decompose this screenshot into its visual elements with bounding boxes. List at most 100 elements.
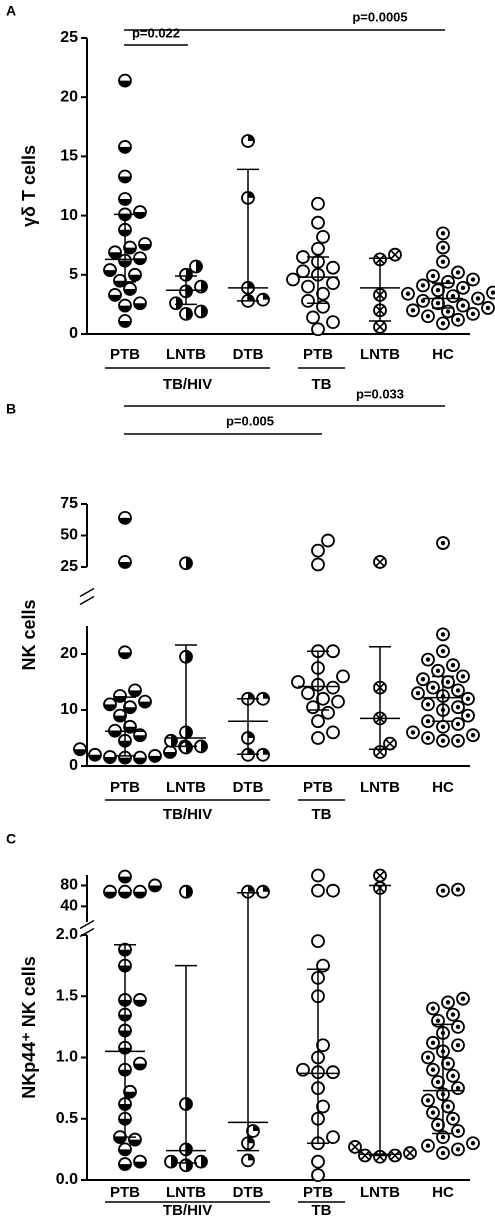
point-fill <box>186 557 192 570</box>
point-fill <box>104 270 116 277</box>
data-point <box>441 675 455 689</box>
data-point <box>411 686 425 701</box>
iqr-bar <box>307 256 329 304</box>
point-dot <box>470 733 476 738</box>
point-fill <box>119 876 131 883</box>
data-point <box>436 536 450 550</box>
point-body <box>311 241 325 256</box>
point-fill <box>248 191 254 198</box>
point-dot <box>440 632 446 637</box>
y-tick-label: 0.0 <box>56 1171 78 1188</box>
data-point <box>486 285 495 300</box>
data-point <box>311 196 325 211</box>
point-body <box>311 322 325 337</box>
data-point <box>348 1140 362 1154</box>
data-point <box>286 272 300 287</box>
point-fill <box>89 754 101 761</box>
point-dot <box>425 657 431 662</box>
point-dot <box>485 305 491 311</box>
point-body <box>336 669 350 684</box>
x-tick-label: DTB <box>233 1184 264 1201</box>
y-tick-label: 25 <box>60 558 78 575</box>
point-body <box>311 731 325 745</box>
point-fill <box>119 517 131 524</box>
data-point <box>456 669 470 684</box>
point-fill <box>186 650 192 663</box>
data-point <box>103 884 117 899</box>
point-fill <box>119 320 131 327</box>
point-dot <box>420 677 426 682</box>
x-tick-label: LNTB <box>166 1184 206 1201</box>
data-point <box>311 322 325 337</box>
data-point <box>456 298 470 313</box>
data-point <box>451 1142 465 1157</box>
point-fill <box>253 1125 259 1131</box>
point-body <box>301 686 315 701</box>
data-point <box>128 1132 142 1147</box>
data-point <box>311 934 325 949</box>
data-point <box>169 296 183 311</box>
data-point <box>441 995 455 1010</box>
group-label: TB <box>312 376 332 393</box>
point-fill <box>248 748 254 755</box>
data-point <box>118 73 132 88</box>
x-tick-label: PTB <box>110 779 140 796</box>
point-body <box>311 1154 325 1169</box>
point-dot <box>410 730 416 735</box>
point-dot <box>435 301 441 306</box>
data-point <box>446 658 460 673</box>
point-body <box>326 315 340 330</box>
point-fill <box>114 715 126 722</box>
comparison-label: p=0.005 <box>226 413 274 428</box>
data-point <box>179 884 193 899</box>
point-fill <box>201 1155 207 1168</box>
point-dot <box>455 738 461 743</box>
point-fill <box>109 294 121 301</box>
data-point <box>301 293 315 308</box>
point-cross <box>390 1150 400 1161</box>
point-fill <box>124 247 136 254</box>
data-point <box>118 140 132 154</box>
data-point <box>431 663 445 678</box>
data-point <box>421 309 435 324</box>
point-body <box>311 883 325 898</box>
point-fill <box>119 891 131 898</box>
point-dot <box>465 696 471 701</box>
point-dot <box>445 1000 451 1005</box>
point-dot <box>430 273 436 279</box>
point-fill <box>149 755 161 762</box>
point-body <box>301 279 315 294</box>
iqr-bar <box>432 675 454 722</box>
point-fill <box>134 303 146 310</box>
point-dot <box>425 735 431 741</box>
data-point <box>123 1084 137 1099</box>
iqr-bar <box>307 650 329 711</box>
point-dot <box>450 1012 456 1017</box>
point-body <box>326 680 340 695</box>
point-fill <box>119 757 131 764</box>
data-point <box>296 264 310 279</box>
y-tick-label: 10 <box>60 207 78 224</box>
point-dot <box>440 321 446 326</box>
data-point <box>401 286 415 301</box>
data-point <box>118 1157 132 1171</box>
point-fill <box>134 999 146 1006</box>
point-dot <box>430 685 436 690</box>
point-dot <box>465 713 471 718</box>
point-fill <box>134 1063 146 1070</box>
point-fill <box>119 176 131 183</box>
data-point <box>118 869 132 884</box>
data-point <box>466 272 480 287</box>
point-dot <box>425 1143 431 1148</box>
x-tick-label: LNTB <box>360 1184 400 1201</box>
point-fill <box>164 752 176 758</box>
data-point <box>256 884 270 899</box>
point-body <box>311 215 325 230</box>
point-dot <box>460 285 466 291</box>
iqr-bar <box>369 257 391 322</box>
data-point <box>326 680 340 695</box>
data-point <box>108 245 122 260</box>
panel-label: C <box>6 831 16 847</box>
data-point <box>446 1068 460 1083</box>
point-fill <box>109 730 121 737</box>
